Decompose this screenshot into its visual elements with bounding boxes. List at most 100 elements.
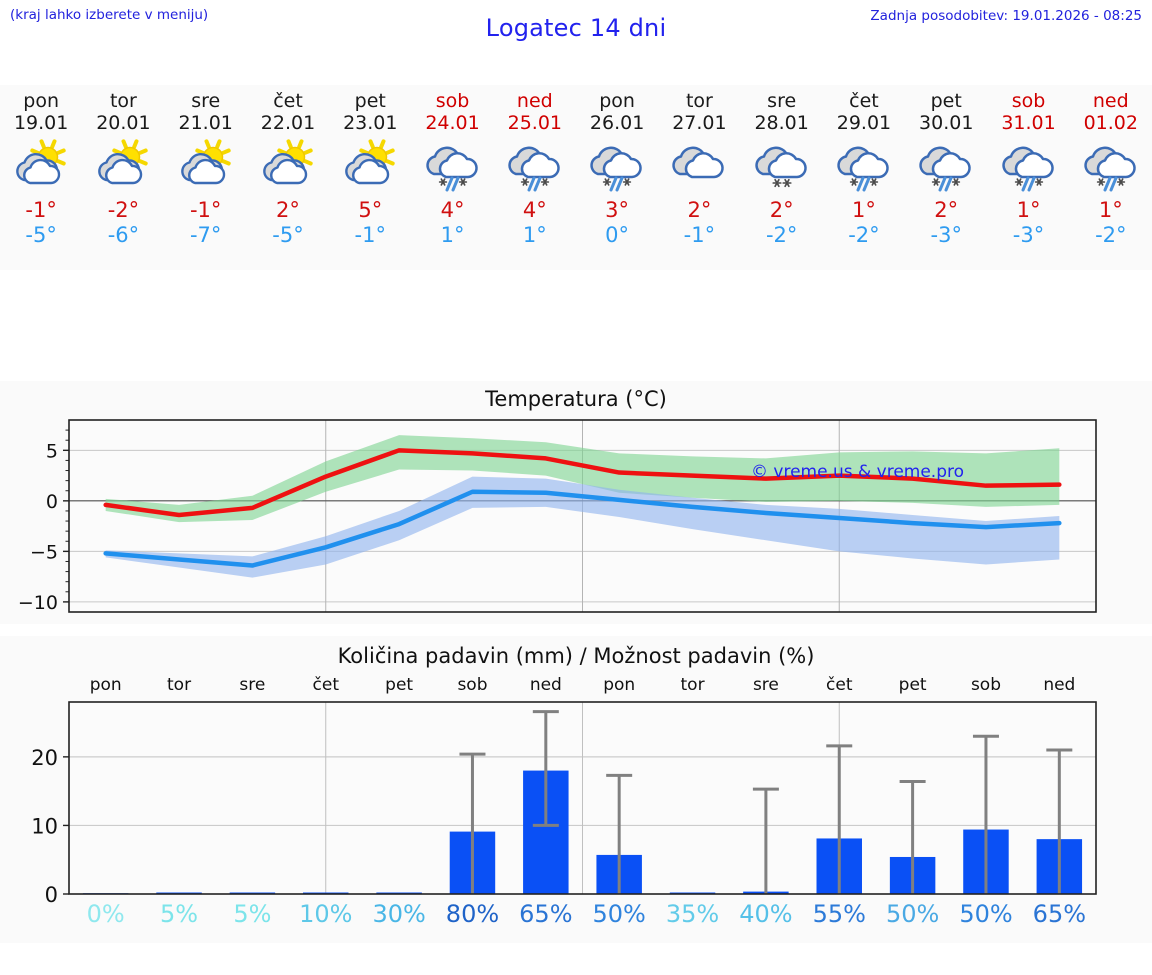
forecast-day-column[interactable]: pet 23.01 5° -1°: [329, 85, 411, 270]
svg-text:5: 5: [46, 440, 58, 462]
temperature-min: -7°: [189, 223, 222, 247]
day-date: 31.01: [1001, 112, 1056, 134]
menu-hint-text: (kraj lahko izberete v meniju): [10, 7, 209, 23]
day-date: 26.01: [589, 112, 645, 134]
bottom-spacer: [0, 943, 1152, 975]
temperature-min: -3°: [930, 223, 962, 247]
precipitation-day-label: tor: [167, 675, 192, 695]
precipitation-probability: 5%: [160, 900, 199, 928]
precipitation-probability: 30%: [372, 900, 426, 928]
forecast-day-column[interactable]: pon 26.01 3° 0°: [576, 85, 658, 270]
day-name: pet: [354, 90, 386, 112]
watermark-text: © vreme.us & vreme.pro: [751, 462, 965, 482]
temperature-min: -5°: [25, 223, 57, 247]
temperature-max: 1°: [1098, 198, 1123, 222]
precipitation-chart-svg: 0 10 20: [31, 701, 1097, 907]
sun-behind-cloud-icon: [175, 138, 237, 194]
precipitation-chart-panel: Količina padavin (mm) / Možnost padavin …: [0, 636, 1152, 943]
temperature-max: 5°: [358, 198, 383, 222]
temperature-min: -5°: [272, 223, 304, 247]
day-name: sob: [435, 90, 470, 112]
precipitation-day-label: pet: [385, 675, 414, 695]
day-name: tor: [685, 90, 713, 112]
forecast-day-column[interactable]: sob 31.01 1° -3°: [987, 85, 1069, 270]
temperature-min: -2°: [1095, 223, 1127, 247]
sun-behind-cloud-icon: [10, 138, 72, 194]
day-date: 30.01: [919, 112, 974, 134]
temperature-max: 1°: [852, 198, 876, 222]
forecast-day-column[interactable]: pet 30.01 2° -3°: [905, 85, 987, 270]
day-date: 23.01: [343, 112, 398, 134]
temperature-min: -6°: [107, 223, 140, 247]
forecast-day-column[interactable]: tor 27.01 2° -1°: [658, 85, 740, 270]
cloud-rain-snow-icon: [586, 138, 648, 194]
temperature-min: 1°: [522, 223, 547, 247]
precipitation-probability: 50%: [592, 900, 646, 928]
day-name: pon: [23, 90, 59, 112]
precipitation-probability: 10%: [299, 900, 353, 928]
sun-behind-cloud-icon: [339, 138, 401, 194]
temperature-max: 4°: [522, 198, 547, 222]
forecast-day-column[interactable]: čet 22.01 2° -5°: [247, 85, 329, 270]
sun-behind-cloud-icon: [257, 138, 319, 194]
temperature-min: -2°: [848, 223, 880, 247]
temperature-max: -1°: [25, 198, 57, 222]
day-name: tor: [109, 90, 137, 112]
forecast-day-strip: pon 19.01 -1° -5° tor 20.01 -2° -6° sre 21.01 -1° -…: [0, 85, 1152, 270]
precipitation-day-label: čet: [312, 675, 339, 695]
precipitation-probability: 35%: [665, 900, 720, 928]
temperature-min: -1°: [354, 223, 386, 247]
cloud-snow-icon: [751, 138, 813, 194]
day-name: sre: [767, 90, 797, 112]
temperature-min: 0°: [605, 223, 630, 247]
temperature-max: 1°: [1016, 198, 1041, 222]
day-name: sre: [191, 90, 221, 112]
temperature-max: 2°: [687, 198, 712, 222]
precipitation-probability-row: 0% 5% 5% 10% 30% 80% 65% 50% 35% 40% 55% 50% 50% 65%: [69, 900, 1096, 928]
svg-text:0: 0: [45, 883, 58, 907]
day-date: 01.02: [1083, 112, 1138, 134]
precipitation-day-label: pon: [603, 675, 636, 695]
temperature-max: 2°: [769, 198, 794, 222]
cloud-rain-snow-icon: [915, 138, 977, 194]
temperature-max: 4°: [440, 198, 465, 222]
day-name: pet: [930, 90, 962, 112]
svg-text:−5: −5: [30, 541, 58, 563]
precipitation-probability: 55%: [812, 900, 866, 928]
temperature-chart-svg: −10 −5 0 5: [18, 419, 1097, 614]
day-name: ned: [1092, 90, 1129, 112]
temperature-min: -3°: [1012, 223, 1045, 247]
forecast-day-column[interactable]: sre 21.01 -1° -7°: [165, 85, 247, 270]
cloud-rain-snow-icon: [1080, 138, 1142, 194]
cloud-rain-snow-icon: [833, 138, 895, 194]
forecast-day-column[interactable]: sre 28.01 2° -2°: [741, 85, 823, 270]
day-date: 28.01: [754, 112, 809, 134]
page-header: (kraj lahko izberete v meniju) Logatec 1…: [0, 0, 1152, 78]
precipitation-day-label: sob: [970, 675, 1002, 695]
forecast-day-column[interactable]: ned 01.02 1° -2°: [1070, 85, 1152, 270]
forecast-day-column[interactable]: ned 25.01 4° 1°: [494, 85, 576, 270]
precipitation-probability: 5%: [233, 900, 272, 928]
day-date: 25.01: [507, 112, 563, 134]
forecast-day-column[interactable]: čet 29.01 1° -2°: [823, 85, 905, 270]
precipitation-probability: 65%: [1032, 900, 1087, 928]
precipitation-day-label: pet: [898, 675, 927, 695]
day-name: ned: [516, 90, 553, 112]
precipitation-day-label: sre: [239, 675, 266, 695]
precipitation-chart-title: Količina padavin (mm) / Možnost padavin …: [337, 644, 815, 668]
day-date: 19.01: [13, 112, 69, 134]
forecast-day-column[interactable]: sob 24.01 4° 1°: [411, 85, 493, 270]
svg-text:−10: −10: [18, 592, 58, 614]
svg-text:20: 20: [31, 746, 58, 770]
cloud-rain-snow-icon: [998, 138, 1060, 194]
day-date: 21.01: [178, 112, 233, 134]
day-name: sob: [1011, 90, 1046, 112]
page-title: Logatec 14 dni: [485, 14, 667, 42]
forecast-day-column[interactable]: tor 20.01 -2° -6°: [82, 85, 164, 270]
day-date: 20.01: [96, 112, 151, 134]
precipitation-probability: 80%: [445, 900, 500, 928]
precipitation-probability: 0%: [86, 900, 125, 928]
temperature-min: -1°: [683, 223, 716, 247]
sun-behind-cloud-icon: [92, 138, 154, 194]
forecast-day-column[interactable]: pon 19.01 -1° -5°: [0, 85, 82, 270]
